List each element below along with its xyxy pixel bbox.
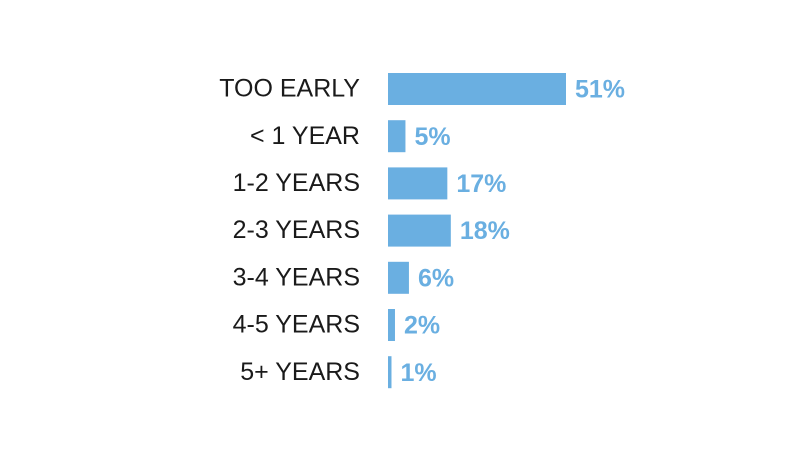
category-label: 3-4 YEARS bbox=[233, 263, 360, 291]
bar bbox=[388, 214, 451, 247]
bar bbox=[388, 356, 392, 389]
value-label: 51% bbox=[575, 76, 625, 104]
category-label: 5+ YEARS bbox=[240, 358, 360, 386]
bar bbox=[388, 120, 406, 153]
category-label: 2-3 YEARS bbox=[233, 216, 360, 244]
value-label: 17% bbox=[456, 170, 506, 198]
value-label: 2% bbox=[404, 312, 440, 340]
category-label: 4-5 YEARS bbox=[233, 311, 360, 339]
category-label: TOO EARLY bbox=[219, 75, 360, 103]
category-label: < 1 YEAR bbox=[250, 122, 360, 150]
value-label: 18% bbox=[460, 217, 510, 245]
category-label: 1-2 YEARS bbox=[233, 169, 360, 197]
bar bbox=[388, 73, 566, 105]
bar bbox=[388, 309, 395, 341]
value-label: 1% bbox=[400, 359, 436, 387]
bar bbox=[388, 261, 409, 294]
value-label: 5% bbox=[414, 123, 450, 151]
bar bbox=[388, 167, 448, 200]
value-label: 6% bbox=[418, 264, 454, 292]
